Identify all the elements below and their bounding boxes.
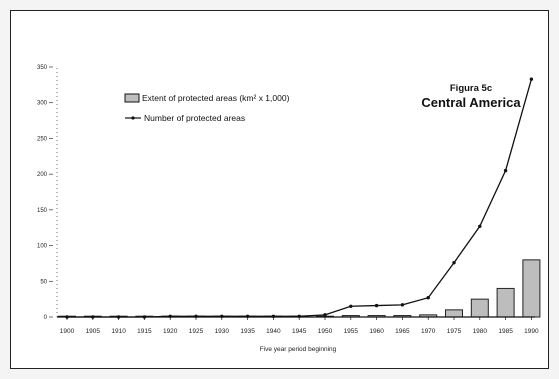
line-point [116, 315, 121, 319]
bar [522, 259, 541, 318]
chart-frame: 0 50 100 150 200 250 300 350 1900 1905 1910 1915 19… [10, 10, 549, 369]
line-point [452, 261, 456, 265]
y-tick-label: 350 [37, 65, 48, 71]
line-series [67, 78, 533, 318]
x-tick-label: 1980 [473, 328, 488, 335]
x-tick-label: 1900 [60, 328, 75, 335]
line-point [65, 315, 69, 319]
line-point [271, 314, 276, 318]
legend-line-marker [131, 116, 135, 120]
x-tick-label: 1975 [447, 328, 462, 335]
x-axis-title: Five year period beginning [260, 346, 337, 353]
x-tick-label: 1930 [215, 328, 230, 335]
legend-bar-label: Extent of protected areas (km² x 1,000) [142, 93, 290, 103]
line-point [400, 303, 405, 307]
chart-title: Central America [421, 95, 521, 110]
line-layer [65, 77, 534, 319]
line-point [478, 224, 482, 228]
x-ticks: 1900 1905 1910 1915 1920 1925 1930 1935 1940 1945… [60, 317, 539, 335]
x-tick-label: 1935 [240, 328, 255, 335]
bar [470, 298, 489, 318]
x-tick-label: 1950 [318, 328, 333, 335]
bar [445, 309, 463, 318]
x-tick-label: 1945 [292, 328, 307, 335]
y-tick-label: 0 [44, 315, 48, 321]
y-tick-label: 150 [37, 208, 48, 214]
y-tick-label: 50 [40, 279, 47, 285]
x-tick-label: 1920 [163, 328, 178, 335]
line-point [168, 314, 172, 318]
legend-bar-swatch [124, 93, 140, 103]
y-tick-label: 300 [37, 101, 48, 107]
line-point [297, 314, 301, 318]
x-tick-label: 1960 [369, 328, 384, 335]
line-point [142, 315, 147, 319]
y-tick-label: 250 [37, 136, 48, 142]
x-tick-label: 1940 [266, 328, 281, 335]
line-point [374, 303, 379, 308]
y-ticks: 0 50 100 150 200 250 300 350 [37, 65, 53, 321]
x-tick-label: 1925 [189, 328, 204, 335]
x-tick-label: 1910 [111, 328, 126, 335]
y-tick-label: 200 [37, 172, 48, 178]
figure-label: Figura 5c [450, 83, 492, 94]
x-tick-label: 1985 [498, 328, 513, 335]
line-point [220, 314, 224, 318]
x-tick-label: 1905 [86, 328, 101, 335]
bar [496, 287, 515, 318]
line-point [194, 314, 198, 318]
x-tick-label: 1915 [137, 328, 152, 335]
x-tick-label: 1970 [421, 328, 436, 335]
legend: Extent of protected areas (km² x 1,000) … [124, 93, 290, 123]
line-point [503, 168, 508, 173]
line-point [91, 315, 95, 319]
legend-line-label: Number of protected areas [144, 113, 245, 123]
line-point [349, 304, 353, 308]
y-tick-label: 100 [37, 244, 48, 250]
line-point [245, 314, 250, 318]
line-point [529, 77, 534, 81]
x-tick-label: 1955 [344, 328, 359, 335]
x-tick-label: 1990 [524, 328, 539, 335]
line-point [426, 296, 430, 300]
x-tick-label: 1965 [395, 328, 410, 335]
line-point [323, 313, 327, 317]
bars-layer [58, 259, 541, 318]
